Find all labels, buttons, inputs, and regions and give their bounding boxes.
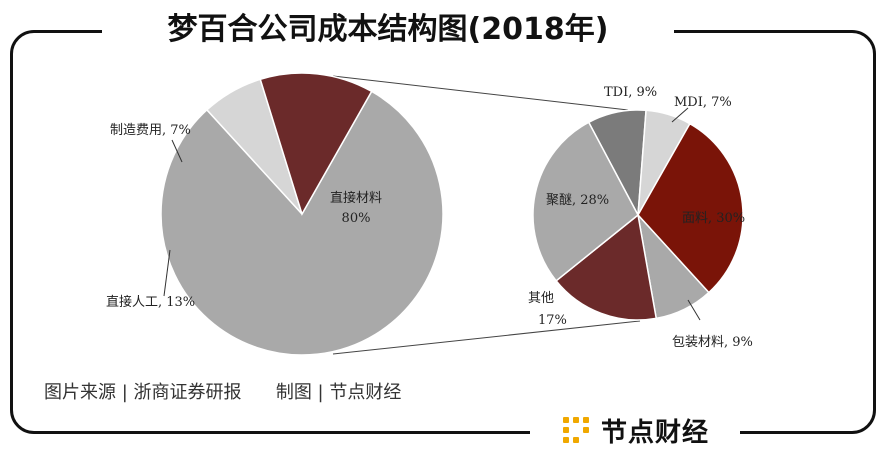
sub-slice-6: [532, 121, 639, 282]
label-sub-1: TDI, 9%: [604, 85, 657, 100]
label-sub-3: 面料, 30%: [682, 211, 745, 226]
brand-logo: 节点财经: [530, 408, 740, 452]
label-main-3: 直接人工, 13%: [106, 294, 195, 310]
main-slice-3: [259, 72, 373, 216]
main-pie: [160, 72, 444, 356]
leader-line-4: [671, 107, 689, 123]
label-sub-6: 聚醚, 28%: [546, 193, 609, 208]
leader-line-3: [687, 299, 701, 321]
brand-name: 节点财经: [600, 417, 709, 448]
label-main-1-name: 直接材料: [330, 190, 382, 206]
connector-lines: [332, 75, 641, 355]
main-slice-1: [160, 90, 444, 356]
sub-slice-3: [637, 122, 744, 294]
label-main-1-value: 80%: [342, 211, 371, 226]
brand-dots-icon: [562, 417, 589, 443]
leader-line-1: [171, 139, 183, 163]
source-caption: 图片来源 | 浙商证券研报 制图 | 节点财经: [44, 382, 402, 403]
slice-labels: 直接材料 80% 制造费用, 7% 直接人工, 13% TDI, 9% MDI, 7% 面料…: [106, 85, 753, 350]
label-main-2: 制造费用, 7%: [110, 123, 191, 138]
connector-line-1: [332, 75, 629, 111]
label-sub-5-name: 其他: [528, 291, 554, 306]
page-title: 梦百合公司成本结构图(2018年): [102, 4, 674, 56]
sub-pie: [532, 109, 744, 321]
label-sub-2: MDI, 7%: [674, 95, 732, 110]
leader-line-2: [163, 249, 171, 297]
sub-slice-5: [555, 213, 658, 321]
label-sub-5-value: 17%: [538, 313, 567, 328]
label-sub-4: 包装材料, 9%: [672, 335, 753, 350]
connector-line-2: [332, 320, 641, 355]
